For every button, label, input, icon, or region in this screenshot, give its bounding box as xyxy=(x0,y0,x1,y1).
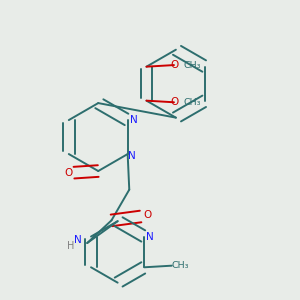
Text: O: O xyxy=(170,60,179,70)
Text: H: H xyxy=(67,241,75,251)
Text: N: N xyxy=(128,151,135,161)
Text: N: N xyxy=(146,232,154,242)
Text: CH₃: CH₃ xyxy=(184,61,202,70)
Text: O: O xyxy=(170,97,179,107)
Text: CH₃: CH₃ xyxy=(184,98,202,107)
Text: O: O xyxy=(64,168,72,178)
Text: O: O xyxy=(144,210,152,220)
Text: CH₃: CH₃ xyxy=(171,261,189,270)
Text: N: N xyxy=(74,236,82,245)
Text: N: N xyxy=(130,115,137,125)
